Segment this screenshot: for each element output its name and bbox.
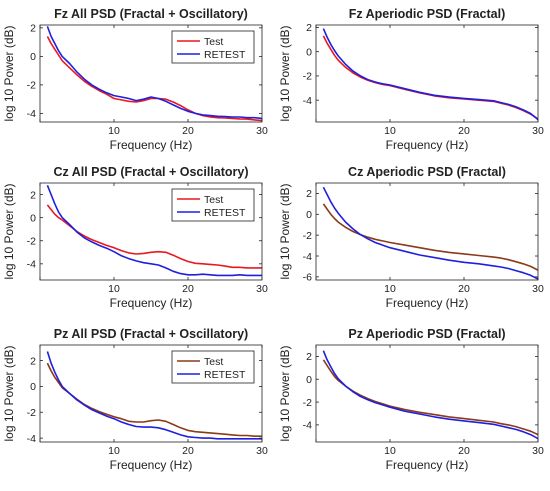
- chart-title: Fz All PSD (Fractal + Oscillatory): [54, 7, 248, 21]
- x-tick-label: 10: [108, 445, 120, 457]
- y-tick-label: -2: [303, 71, 312, 83]
- y-tick-label: 2: [30, 189, 36, 201]
- y-tick-label: 0: [306, 209, 312, 221]
- x-axis-label: Frequency (Hz): [110, 138, 193, 152]
- x-tick-label: 10: [108, 283, 120, 295]
- y-axis-label: log 10 Power (dB): [2, 345, 16, 441]
- x-tick-label: 10: [384, 445, 396, 457]
- y-axis-label: log 10 Power (dB): [278, 183, 292, 279]
- x-tick-label: 30: [532, 125, 544, 137]
- axes-box: [39, 344, 263, 443]
- legend-box: [171, 350, 255, 384]
- series-line-2: [46, 185, 262, 277]
- series-line-1: [322, 203, 538, 271]
- x-tick-label: 30: [532, 283, 544, 295]
- x-tick-label: 20: [458, 283, 470, 295]
- x-tick-label: 20: [182, 283, 194, 295]
- chart-title: Fz Aperiodic PSD (Fractal): [349, 7, 506, 21]
- legend-entry: RETEST: [204, 207, 246, 219]
- x-tick-label: 10: [384, 283, 396, 295]
- x-tick-label: 30: [256, 125, 268, 137]
- y-tick-label: 2: [306, 351, 312, 363]
- x-axis-label: Frequency (Hz): [110, 296, 193, 310]
- y-tick-label: -4: [303, 95, 312, 107]
- y-tick-label: -2: [27, 407, 36, 419]
- chart-title: Pz All PSD (Fractal + Oscillatory): [54, 327, 248, 341]
- chart-title: Cz All PSD (Fractal + Oscillatory): [53, 165, 248, 179]
- subplot-4: Cz Aperiodic PSD (Fractal) 10 20 30 -6 -4 -2 0 2…: [278, 165, 544, 310]
- axes-box: [315, 344, 539, 443]
- x-axis-label: Frequency (Hz): [386, 138, 469, 152]
- x-tick-label: 10: [108, 125, 120, 137]
- legend-entry: RETEST: [204, 369, 246, 381]
- y-axis-label: log 10 Power (dB): [278, 25, 292, 121]
- legend-box: [171, 188, 255, 222]
- series-line-1: [322, 359, 538, 436]
- x-tick-label: 30: [256, 445, 268, 457]
- legend-entry: RETEST: [204, 49, 246, 61]
- subplot-3: Cz All PSD (Fractal + Oscillatory)10 20 30…: [2, 165, 268, 310]
- y-tick-label: -4: [27, 259, 36, 271]
- chart-title: Pz Aperiodic PSD (Fractal): [348, 327, 505, 341]
- series-line-2: [322, 186, 538, 280]
- x-axis-label: Frequency (Hz): [110, 458, 193, 472]
- axes-box: [315, 182, 539, 281]
- series-line-2: [322, 28, 538, 121]
- y-tick-label: 0: [30, 381, 36, 393]
- y-axis-label: log 10 Power (dB): [2, 25, 16, 121]
- y-tick-label: -4: [303, 420, 312, 432]
- series-line-2: [46, 351, 262, 440]
- y-tick-label: 0: [306, 374, 312, 386]
- y-axis-label: log 10 Power (dB): [2, 183, 16, 279]
- y-tick-label: -2: [303, 230, 312, 242]
- y-tick-label: 0: [306, 46, 312, 58]
- legend-entry: Test: [204, 194, 223, 206]
- legend-box: [171, 30, 255, 64]
- y-tick-label: -2: [27, 236, 36, 248]
- y-tick-label: 2: [306, 22, 312, 34]
- subplot-2: Fz Aperiodic PSD (Fractal) 10 20 30 -4 -2 0 2 Fr…: [278, 7, 544, 152]
- x-axis-label: Frequency (Hz): [386, 296, 469, 310]
- y-tick-label: 2: [30, 23, 36, 35]
- axes-box: [315, 24, 539, 123]
- y-axis-label: log 10 Power (dB): [278, 345, 292, 441]
- y-tick-label: 0: [30, 212, 36, 224]
- x-tick-label: 20: [182, 125, 194, 137]
- subplot-5: Pz All PSD (Fractal + Oscillatory)10 20 30…: [2, 327, 268, 472]
- y-tick-label: 2: [30, 355, 36, 367]
- y-tick-label: 0: [30, 51, 36, 63]
- y-tick-label: 2: [306, 188, 312, 200]
- x-tick-label: 30: [532, 445, 544, 457]
- x-axis-label: Frequency (Hz): [386, 458, 469, 472]
- subplot-1: Fz All PSD (Fractal + Oscillatory)10 20 30…: [2, 7, 268, 152]
- series-line-2: [322, 350, 538, 440]
- x-tick-label: 20: [458, 445, 470, 457]
- subplot-6: Pz Aperiodic PSD (Fractal) 10 20 30 -4 -2 0 2 Fr…: [278, 327, 544, 472]
- y-tick-label: -4: [27, 108, 36, 120]
- x-tick-label: 20: [182, 445, 194, 457]
- legend-entry: Test: [204, 36, 223, 48]
- axes-box: [39, 182, 263, 281]
- x-tick-label: 10: [384, 125, 396, 137]
- axes-box: [39, 24, 263, 123]
- series-line-1: [46, 36, 262, 122]
- y-tick-label: -4: [27, 433, 36, 445]
- y-tick-label: -2: [27, 80, 36, 92]
- series-line-2: [46, 26, 262, 120]
- chart-title: Cz Aperiodic PSD (Fractal): [348, 165, 506, 179]
- y-tick-label: -6: [303, 272, 312, 284]
- x-tick-label: 20: [458, 125, 470, 137]
- y-tick-label: -4: [303, 251, 312, 263]
- legend-entry: Test: [204, 356, 223, 368]
- y-tick-label: -2: [303, 397, 312, 409]
- x-tick-label: 30: [256, 283, 268, 295]
